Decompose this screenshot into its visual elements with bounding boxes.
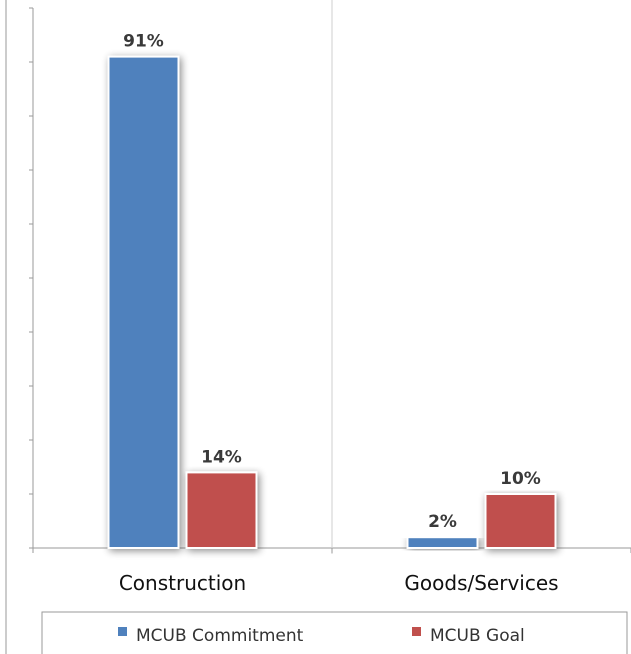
legend: MCUB Commitment MCUB Goal <box>41 611 628 654</box>
bars <box>107 55 557 550</box>
legend-swatch <box>412 627 421 636</box>
category-label: Goods/Services <box>404 571 558 595</box>
data-label: 2% <box>428 512 457 532</box>
bar-mcub-commitment-construction <box>107 55 180 549</box>
bar-mcub-goal-goods-services <box>484 493 557 549</box>
data-label: 14% <box>201 447 242 467</box>
category-labels: Construction Goods/Services <box>119 571 559 595</box>
legend-box <box>41 611 628 654</box>
legend-label: MCUB Commitment <box>136 626 304 646</box>
category-label: Construction <box>119 571 246 595</box>
axes <box>5 0 631 654</box>
data-labels: 91% 14% 2% 10% <box>123 32 541 533</box>
legend-swatch <box>118 627 127 636</box>
bar-mcub-goal-construction <box>185 471 258 549</box>
data-label: 10% <box>500 469 541 489</box>
data-label: 91% <box>123 32 164 52</box>
legend-label: MCUB Goal <box>430 626 525 646</box>
bar-mcub-commitment-goods-services <box>406 536 479 550</box>
